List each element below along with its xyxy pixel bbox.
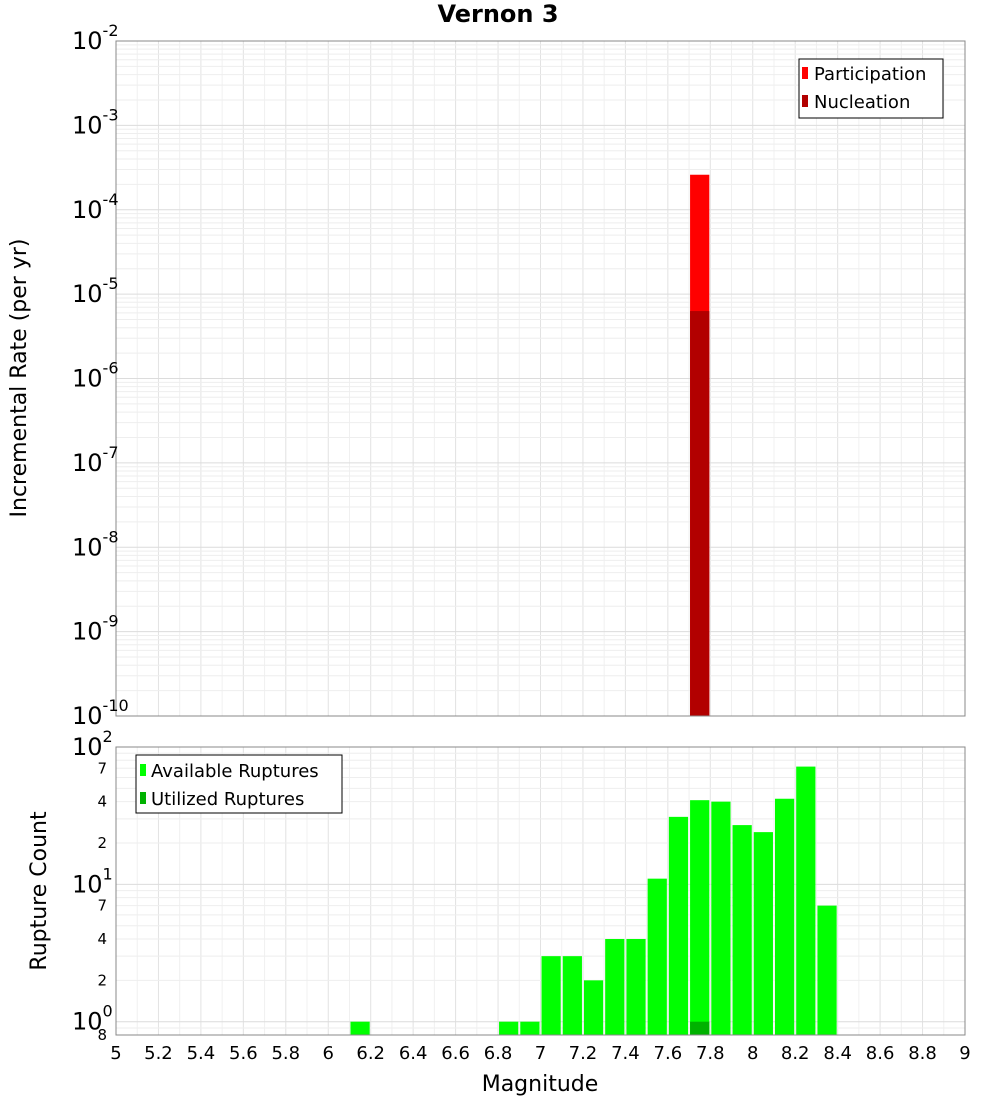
bar-available-ruptures [668, 816, 689, 1035]
bottom-y-tick-labels: 102 101 100 7 4 2 7 4 2 8 [72, 727, 113, 1044]
bottom-y-tick-label: 102 [72, 727, 113, 761]
top-y-axis-label: Incremental Rate (per yr) [7, 239, 32, 518]
top-y-tick-label: 10-4 [72, 190, 119, 224]
legend-label-utilized-ruptures: Utilized Ruptures [151, 789, 304, 810]
top-y-tick-label: 10-8 [72, 527, 119, 561]
bar-available-ruptures [817, 905, 837, 1035]
bottom-plot-frame [115, 746, 966, 1036]
x-tick-label: 7.6 [654, 1043, 683, 1064]
bottom-y-axis-label: Rupture Count [27, 811, 52, 971]
top-bars [690, 174, 710, 716]
x-tick-label: 8.8 [908, 1043, 937, 1064]
top-y-tick-label: 10-3 [72, 105, 119, 139]
bottom-y-tick-label: 101 [72, 864, 113, 898]
x-tick-label: 6.2 [356, 1043, 385, 1064]
top-y-tick-labels: 10-2 10-3 10-4 10-5 10-6 10-7 10-8 10-9 10-10 [72, 21, 129, 730]
x-tick-label: 5.6 [229, 1043, 258, 1064]
bottom-x-tick-labels: 5 5.2 5.4 5.6 5.8 6 6.2 6.4 6.6 6.8 7 7.2 7.4 7.6 7.8 8… [110, 1043, 970, 1064]
bar-available-ruptures [774, 798, 795, 1035]
top-panel: 10-2 10-3 10-4 10-5 10-6 10-7 10-8 10-9 10-10 In… [7, 21, 966, 730]
x-tick-label: 5.8 [271, 1043, 300, 1064]
bar-available-ruptures [499, 1021, 519, 1035]
bar-available-ruptures [583, 980, 604, 1035]
bar-available-ruptures [647, 878, 667, 1035]
bar-available-ruptures [796, 766, 816, 1035]
legend-label-nucleation: Nucleation [814, 92, 910, 113]
bar-available-ruptures [350, 1021, 370, 1035]
x-tick-label: 7.4 [611, 1043, 640, 1064]
legend-label-available-ruptures: Available Ruptures [151, 761, 319, 782]
top-plot-frame [115, 40, 966, 717]
legend-swatch-utilized-ruptures [140, 792, 146, 804]
x-tick-label: 6.8 [484, 1043, 513, 1064]
top-y-tick-label: 10-9 [72, 612, 119, 646]
bar-available-ruptures [753, 832, 773, 1035]
legend-swatch-available-ruptures [140, 764, 146, 776]
bottom-y-tick-label: 100 [72, 1002, 113, 1036]
x-tick-label: 5 [110, 1043, 121, 1064]
top-y-tick-label: 10-5 [72, 274, 119, 308]
x-tick-label: 8.6 [866, 1043, 895, 1064]
x-tick-label: 7.8 [696, 1043, 725, 1064]
bar-available-ruptures [690, 800, 710, 1035]
top-y-tick-label: 10-6 [72, 359, 119, 393]
bottom-panel: 102 101 100 7 4 2 7 4 2 8 5 5.2 5.4 5.6 5.8 6 6.2 6.4 6.6… [27, 727, 971, 1097]
top-y-tick-label: 10-10 [72, 696, 129, 730]
bottom-y-minor-tick-label: 2 [97, 834, 107, 852]
top-y-tick-label: 10-2 [72, 21, 119, 55]
x-tick-label: 6.6 [441, 1043, 470, 1064]
x-tick-label: 7 [535, 1043, 546, 1064]
bar-available-ruptures [520, 1021, 540, 1035]
bottom-y-minor-tick-label: 4 [97, 793, 107, 811]
top-legend-box [798, 58, 944, 119]
top-gridlines [115, 41, 966, 717]
legend-swatch-nucleation [802, 95, 808, 107]
x-tick-label: 8.2 [781, 1043, 810, 1064]
bar-available-ruptures [605, 939, 625, 1035]
bar-available-ruptures [562, 956, 582, 1035]
bar-available-ruptures [541, 956, 561, 1035]
bottom-legend: Available Ruptures Utilized Ruptures [135, 754, 343, 814]
top-legend: Participation Nucleation [798, 58, 944, 119]
bottom-y-minor-tick-label: 7 [97, 897, 107, 915]
x-tick-label: 6.4 [399, 1043, 428, 1064]
x-tick-label: 5.2 [144, 1043, 173, 1064]
x-tick-label: 8 [747, 1043, 758, 1064]
x-tick-label: 6 [323, 1043, 334, 1064]
top-y-tick-label: 10-7 [72, 443, 119, 477]
bottom-y-minor-tick-label: 8 [97, 1026, 107, 1044]
bar-available-ruptures [626, 939, 646, 1035]
bottom-y-minor-tick-label: 4 [97, 930, 107, 948]
x-tick-label: 8.4 [823, 1043, 852, 1064]
bottom-y-minor-tick-label: 7 [97, 759, 107, 777]
legend-label-participation: Participation [814, 64, 926, 85]
x-axis-label: Magnitude [482, 1072, 599, 1097]
bottom-bars [350, 766, 837, 1035]
bar-utilized-ruptures [690, 1021, 710, 1035]
bottom-legend-box [135, 754, 343, 814]
bottom-y-minor-tick-label: 2 [97, 971, 107, 989]
bar-available-ruptures [732, 825, 752, 1035]
bar-nucleation [690, 311, 710, 716]
x-tick-label: 9 [959, 1043, 970, 1064]
legend-swatch-participation [802, 67, 808, 79]
bar-available-ruptures [711, 801, 731, 1035]
x-tick-label: 5.4 [187, 1043, 216, 1064]
chart-title: Vernon 3 [437, 0, 558, 28]
x-tick-label: 7.2 [569, 1043, 598, 1064]
